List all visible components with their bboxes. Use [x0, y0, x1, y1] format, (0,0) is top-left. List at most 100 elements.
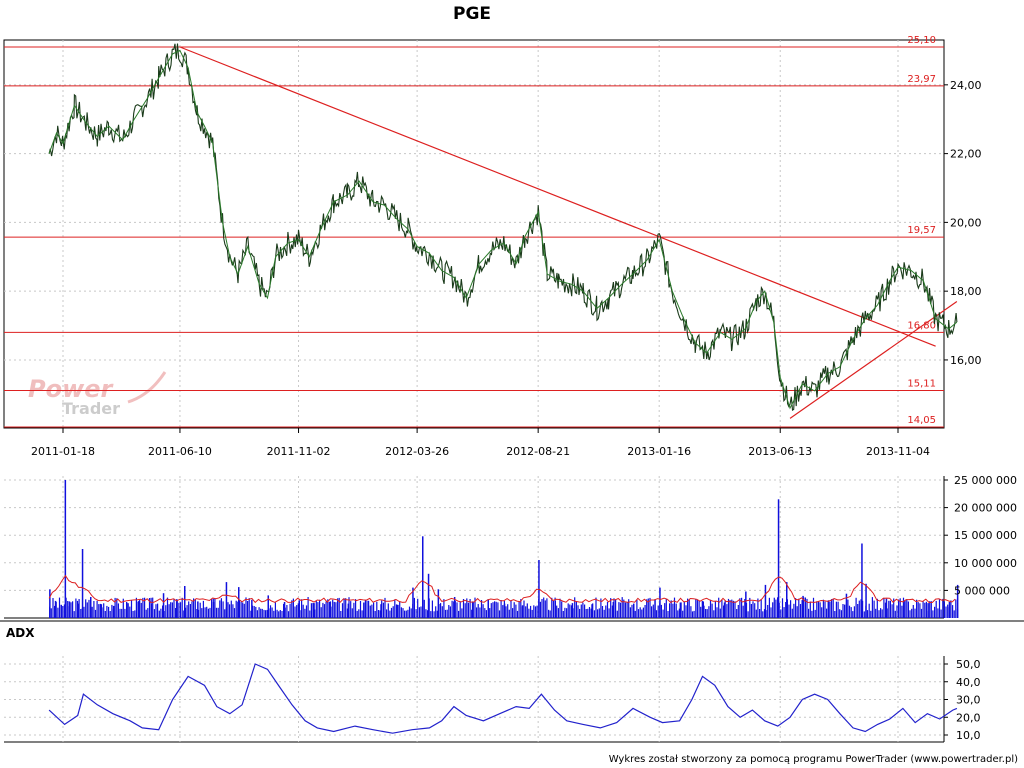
price-x-tick-label: 2011-11-02	[267, 445, 331, 458]
volume-bar	[764, 584, 767, 618]
volume-bar	[263, 609, 265, 618]
volume-bar	[90, 597, 92, 618]
volume-bar	[894, 610, 896, 618]
volume-bar	[422, 536, 424, 618]
volume-y-tick-label: 15 000 000	[954, 529, 1017, 542]
volume-bar	[549, 610, 551, 618]
adx-series	[48, 663, 958, 734]
volume-bar	[130, 600, 133, 618]
volume-bar	[103, 603, 105, 618]
volume-bar	[943, 601, 945, 618]
volume-bar	[377, 610, 380, 618]
price-x-tick-label: 2012-03-26	[385, 445, 449, 458]
volume-bar	[734, 601, 736, 618]
volume-bar	[219, 600, 221, 618]
volume-bar	[881, 609, 883, 618]
volume-bar	[577, 605, 579, 618]
volume-bar	[731, 599, 733, 618]
volume-bar	[492, 602, 494, 618]
volume-bar	[747, 611, 749, 618]
volume-bar	[286, 605, 288, 618]
volume-bar	[437, 589, 440, 618]
volume-bar	[837, 601, 839, 618]
price-y-tick-label: 24,00	[950, 79, 982, 92]
volume-bar	[158, 610, 160, 618]
volume-bar	[98, 604, 100, 618]
volume-bar	[480, 600, 483, 618]
volume-bar	[830, 599, 833, 618]
volume-bar	[795, 598, 797, 618]
volume-bar	[745, 591, 747, 618]
volume-bar	[723, 605, 725, 618]
volume-bar	[714, 601, 716, 618]
volume-bar	[660, 604, 662, 618]
volume-bar	[364, 600, 366, 618]
volume-bar	[153, 609, 155, 618]
volume-bar	[431, 600, 433, 618]
volume-bar	[924, 602, 926, 618]
volume-bar	[335, 602, 337, 618]
volume-bar	[309, 610, 311, 618]
volume-bar	[396, 604, 399, 618]
volume-bar	[812, 597, 815, 618]
adx-panel: ADX 10,0 20,0 30,0 40,0 50,0	[0, 620, 1024, 743]
volume-bar	[178, 602, 180, 618]
adx-y-axis: 10,0 20,0 30,0 40,0 50,0	[944, 658, 981, 742]
volume-bar	[822, 599, 824, 618]
volume-bar	[355, 599, 357, 618]
volume-bar	[248, 598, 250, 618]
volume-bar	[520, 599, 522, 618]
volume-bar	[325, 601, 327, 618]
volume-bar	[912, 605, 914, 618]
volume-bar	[322, 602, 324, 618]
price-level-label: 14,05	[907, 415, 936, 426]
volume-bar	[798, 598, 800, 618]
volume-bar	[799, 604, 802, 618]
volume-bar	[906, 599, 908, 618]
volume-bar	[508, 609, 510, 618]
volume-bar	[408, 606, 411, 618]
volume-bar	[487, 599, 489, 618]
volume-bar	[685, 605, 687, 618]
volume-bar	[175, 608, 177, 618]
volume-bar	[938, 599, 941, 618]
volume-bar	[505, 606, 507, 618]
volume-bar	[162, 593, 165, 618]
volume-bar	[711, 603, 713, 618]
volume-bar	[678, 608, 680, 618]
volume-bar	[601, 606, 604, 618]
volume-bar	[593, 610, 595, 618]
volume-bar	[171, 602, 173, 618]
volume-bar	[227, 602, 229, 618]
adx-y-tick-label: 10,0	[956, 729, 981, 742]
volume-bar	[134, 610, 136, 618]
volume-bar	[287, 611, 290, 618]
volume-bar	[667, 611, 669, 618]
volume-bar	[844, 604, 846, 618]
volume-bar	[866, 610, 869, 618]
volume-bar	[283, 603, 285, 618]
volume-bar	[726, 604, 728, 618]
volume-bar	[301, 599, 303, 618]
volume-bar	[247, 601, 249, 618]
volume-bar	[124, 608, 126, 618]
volume-bar	[340, 611, 342, 618]
volume-bar	[269, 605, 272, 618]
volume-bar	[337, 598, 339, 618]
volume-bar	[783, 607, 785, 618]
volume-bar	[392, 606, 394, 618]
volume-bar	[819, 602, 821, 618]
volume-bar	[199, 602, 201, 618]
price-y-tick-label: 20,00	[950, 216, 982, 229]
volume-bar	[911, 608, 913, 618]
volume-bar	[790, 600, 792, 618]
volume-bar	[64, 480, 67, 618]
volume-bar	[435, 606, 437, 618]
volume-bar	[591, 604, 593, 618]
volume-bar	[750, 604, 752, 618]
volume-bar	[152, 597, 154, 618]
volume-bar	[453, 597, 456, 618]
volume-bar	[503, 603, 506, 618]
volume-bar	[698, 600, 700, 618]
volume-bar	[665, 598, 667, 618]
